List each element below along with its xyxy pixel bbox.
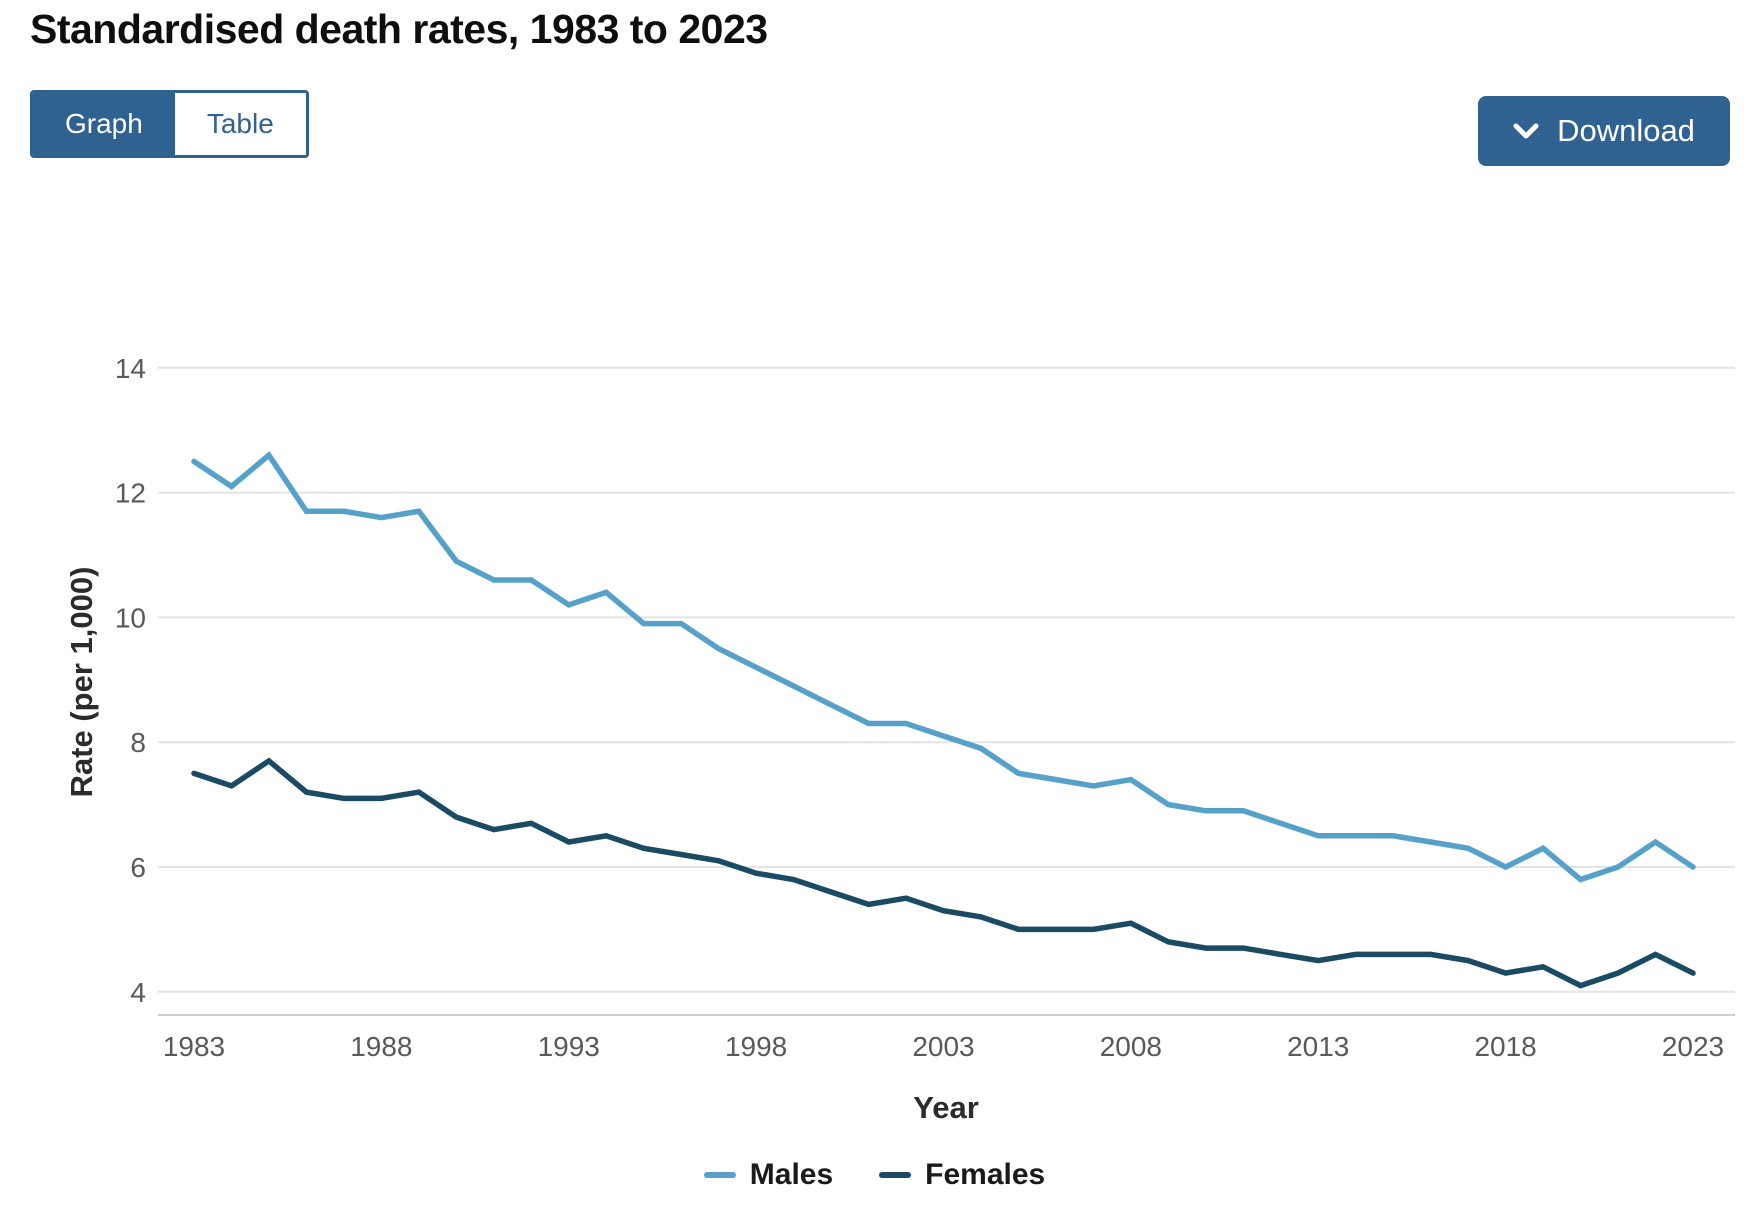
legend-label: Males (749, 1158, 834, 1191)
legend-item-females[interactable]: Females (879, 1158, 1045, 1192)
graph-tab-button[interactable]: Graph (33, 93, 175, 155)
legend-marker-males (703, 1172, 736, 1178)
x-tick-label: 1993 (538, 1031, 600, 1062)
x-tick-label: 2018 (1474, 1031, 1536, 1062)
legend-marker-females (879, 1172, 912, 1178)
table-tab-button[interactable]: Table (174, 93, 306, 155)
x-tick-label: 1998 (725, 1031, 787, 1062)
legend-item-males[interactable]: Males (703, 1158, 834, 1192)
graph-table-toggle: Graph Table (30, 90, 309, 158)
y-tick-label: 6 (130, 852, 146, 883)
y-tick-label: 12 (115, 478, 146, 509)
y-tick-label: 14 (115, 353, 146, 384)
y-tick-label: 10 (115, 602, 146, 633)
females-line[interactable] (191, 757, 1696, 989)
y-tick-label: 8 (130, 727, 146, 758)
x-axis-title: Year (913, 1090, 979, 1125)
legend: Males Females (0, 1158, 1749, 1192)
x-tick-label: 1983 (163, 1031, 225, 1062)
x-tick-label: 2013 (1287, 1031, 1349, 1062)
x-tick-label: 2003 (912, 1031, 974, 1062)
x-tick-label: 2008 (1100, 1031, 1162, 1062)
y-tick-label: 4 (130, 977, 146, 1008)
males-line[interactable] (191, 451, 1696, 883)
legend-label: Females (925, 1158, 1046, 1191)
download-button-label: Download (1557, 113, 1695, 148)
download-button[interactable]: Download (1478, 96, 1730, 166)
page-title: Standardised death rates, 1983 to 2023 (30, 6, 768, 52)
chevron-down-icon (1513, 123, 1539, 139)
x-tick-label: 1988 (350, 1031, 412, 1062)
y-axis-title: Rate (per 1,000) (64, 566, 99, 798)
x-tick-label: 2023 (1662, 1031, 1724, 1062)
plot-area[interactable]: 4 6 8 10 12 14 1983 1988 1993 1998 2003 2008 2013 201… (0, 0, 1749, 1080)
